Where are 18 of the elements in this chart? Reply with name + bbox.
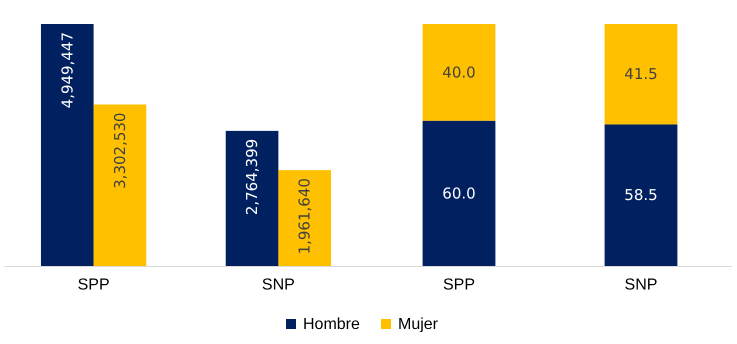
data-label: 60.0 <box>442 184 476 202</box>
data-label: 1,961,640 <box>296 178 314 254</box>
bar <box>94 104 146 266</box>
data-label: 41.5 <box>624 65 658 84</box>
data-label: 4,949,447 <box>58 32 76 108</box>
bar <box>226 130 278 266</box>
data-label: 2,764,399 <box>243 138 262 216</box>
data-label: 40.0 <box>442 63 476 82</box>
bar <box>40 24 94 266</box>
x-tick-label: SPP <box>442 276 476 294</box>
legend-label: Mujer <box>398 316 439 333</box>
bar <box>278 170 332 266</box>
legend-label: Hombre <box>303 316 360 333</box>
x-tick-label: SNP <box>262 276 295 294</box>
x-tick-label: SPP <box>78 276 110 294</box>
data-label: 58.5 <box>624 186 658 204</box>
data-label: 3,302,530 <box>110 112 129 189</box>
x-tick-label: SNP <box>624 276 658 294</box>
